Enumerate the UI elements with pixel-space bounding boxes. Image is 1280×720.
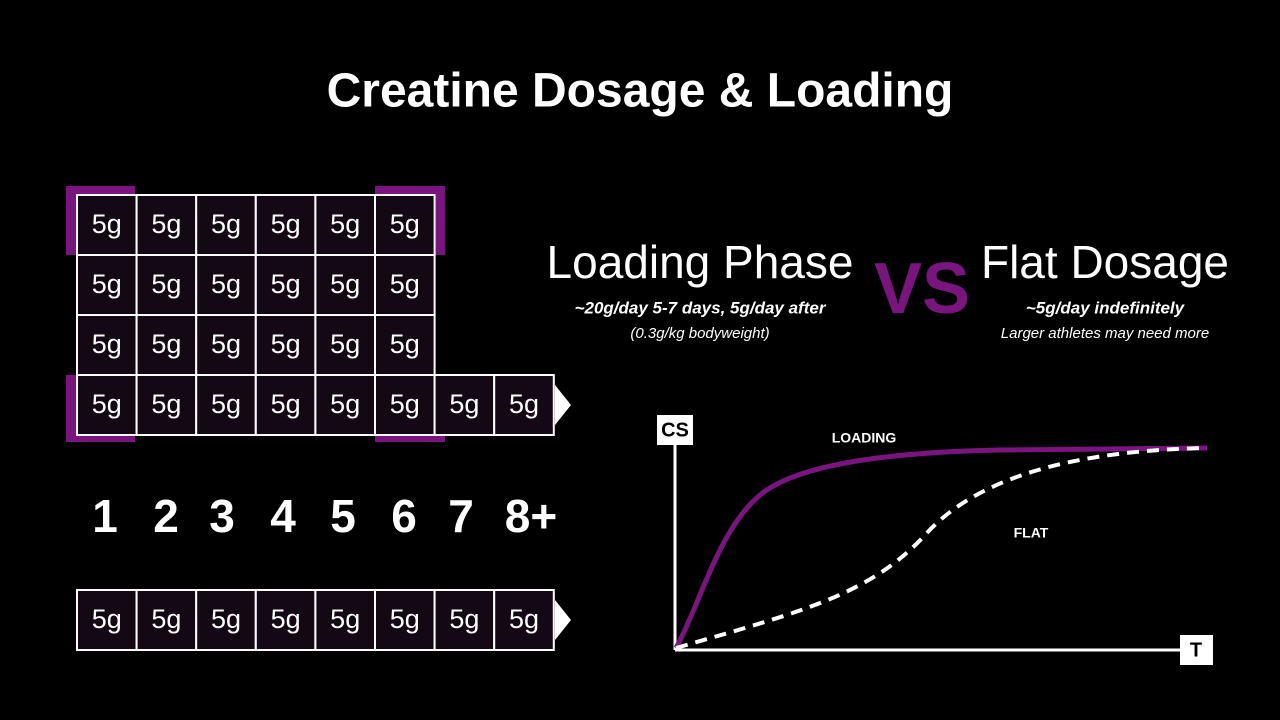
dose-cell	[195, 314, 257, 376]
dose-cell	[374, 374, 436, 436]
dose-label: 5g	[271, 269, 301, 299]
dose-label: 5g	[151, 269, 181, 299]
dose-label: 5g	[211, 329, 241, 359]
dose-label: 5g	[330, 269, 360, 299]
y-label-box	[657, 415, 693, 445]
page-title: Creatine Dosage & Loading	[327, 65, 954, 118]
dose-label: 5g	[390, 329, 420, 359]
dose-label: 5g	[390, 604, 420, 634]
x-axis-label: T	[1190, 639, 1202, 661]
dose-label: 5g	[330, 209, 360, 239]
dose-cell	[76, 254, 138, 316]
dose-cell	[135, 194, 198, 256]
dose-label: 5g	[271, 389, 301, 419]
dose-cell	[195, 374, 257, 436]
versus: VS	[874, 249, 970, 329]
dose-label: 5g	[151, 209, 181, 239]
dose-cell	[374, 589, 436, 651]
day-number: 2	[153, 490, 179, 542]
dose-label: 5g	[390, 209, 420, 239]
dose-cell	[314, 254, 376, 316]
dose-label: 5g	[151, 604, 181, 634]
loading-note: (0.3g/kg bodyweight)	[630, 325, 769, 342]
dose-cell	[135, 314, 198, 376]
day-number: 3	[209, 490, 235, 542]
dose-cell	[433, 589, 496, 651]
dose-cell	[314, 589, 376, 651]
dose-cell	[135, 254, 198, 316]
dose-label: 5g	[330, 604, 360, 634]
flat-note: Larger athletes may need more	[1001, 325, 1209, 342]
dose-label: 5g	[151, 329, 181, 359]
dose-label: 5g	[92, 389, 122, 419]
dose-label: 5g	[330, 329, 360, 359]
dose-label: 5g	[211, 604, 241, 634]
loading-title: Loading Phase	[547, 236, 854, 288]
dose-label: 5g	[271, 604, 301, 634]
flat-curve-label: FLAT	[1014, 525, 1049, 541]
dose-cell	[195, 254, 257, 316]
day-number: 7	[448, 490, 474, 542]
dose-cell	[195, 194, 257, 256]
dose-cells: 5g 5g 5g 5g 5g 5g 5g 5g 5g 5g 5g 5g 5g 5g 5g 5g 5g 5g 5g 5g…	[76, 194, 555, 651]
dose-label: 5g	[92, 269, 122, 299]
dose-cell	[254, 589, 317, 651]
day-number: 6	[391, 490, 417, 542]
bracket	[375, 186, 445, 255]
dose-cell	[314, 374, 376, 436]
bracket	[66, 186, 135, 255]
dose-label: 5g	[509, 389, 539, 419]
dose-label: 5g	[271, 209, 301, 239]
dose-label: 5g	[92, 209, 122, 239]
dose-cell	[374, 314, 436, 376]
loading-dose: ~20g/day 5-7 days, 5g/day after	[575, 298, 827, 317]
dose-cell	[493, 374, 555, 436]
dose-label: 5g	[509, 604, 539, 634]
dose-label: 5g	[211, 389, 241, 419]
dose-cell	[135, 374, 198, 436]
dose-label: 5g	[449, 604, 479, 634]
dose-label: 5g	[449, 389, 479, 419]
dose-label: 5g	[390, 269, 420, 299]
day-number: 8+	[505, 490, 557, 542]
dose-label: 5g	[211, 269, 241, 299]
day-number: 4	[270, 490, 296, 542]
flat-curve	[675, 446, 1208, 650]
loading-curve	[673, 445, 1208, 650]
dose-cell	[493, 589, 555, 651]
dose-label: 5g	[390, 389, 420, 419]
dose-cell	[374, 194, 436, 256]
dose-cell	[76, 314, 138, 376]
dose-label: 5g	[211, 209, 241, 239]
dose-label: 5g	[92, 329, 122, 359]
dose-cell	[195, 589, 257, 651]
dose-label: 5g	[271, 329, 301, 359]
loading-curve-label: LOADING	[832, 430, 897, 446]
arrow-tip	[555, 385, 571, 425]
dose-label: 5g	[330, 389, 360, 419]
dose-label: 5g	[151, 389, 181, 419]
flat-dose: ~5g/day indefinitely	[1026, 298, 1186, 317]
flat-title: Flat Dosage	[981, 236, 1229, 288]
day-number: 1	[92, 490, 118, 542]
dose-cell	[76, 589, 138, 651]
arrow-tip	[555, 600, 571, 640]
dose-cell	[135, 589, 198, 651]
day-number: 5	[330, 490, 356, 542]
x-label-box	[1180, 635, 1213, 665]
y-axis-label: CS	[661, 419, 689, 441]
dose-label: 5g	[92, 604, 122, 634]
dose-cell	[314, 194, 376, 256]
